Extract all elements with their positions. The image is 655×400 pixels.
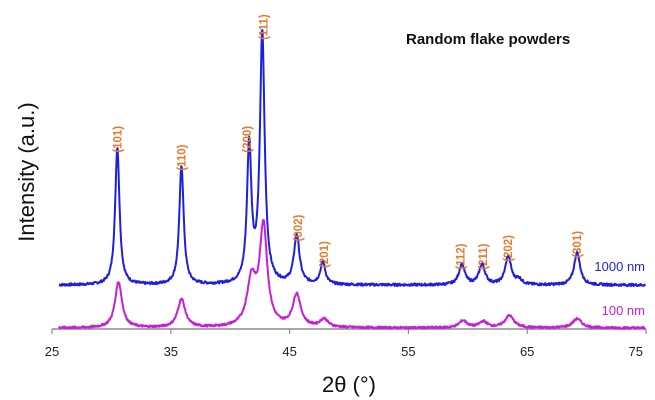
- series-label-1000-nm: 1000 nm: [594, 259, 645, 274]
- series-line-1000-nm: [58, 29, 647, 288]
- x-tick-label: 65: [520, 344, 534, 359]
- x-tick-label: 25: [45, 344, 59, 359]
- peak-label: (211): [478, 243, 490, 269]
- peak-label: (112): [456, 243, 468, 269]
- peak-label: (301): [572, 231, 584, 258]
- y-axis-title: Intensity (a.u.): [14, 102, 39, 241]
- peak-labels: (101) (110) (200) (111) (002) (201) (112) (211)…: [112, 14, 584, 270]
- series-group: [58, 29, 647, 330]
- x-tick-label: 75: [629, 344, 643, 359]
- peak-label: (111): [258, 14, 270, 40]
- peak-label: (110): [176, 144, 188, 170]
- peak-label: (101): [112, 126, 124, 153]
- x-tick-label: 45: [282, 344, 296, 359]
- x-ticks: 25 35 45 55 65 75: [45, 329, 647, 359]
- peak-label: (002): [293, 214, 305, 241]
- x-axis-title: 2θ (°): [322, 372, 376, 397]
- series-line-100-nm: [58, 219, 647, 330]
- series-label-100-nm: 100 nm: [602, 303, 645, 318]
- peak-label: (201): [319, 241, 331, 268]
- x-tick-label: 35: [164, 344, 178, 359]
- chart-title: Random flake powders: [406, 31, 570, 48]
- peak-label: (202): [503, 235, 515, 262]
- series-labels: 1000 nm 100 nm: [594, 259, 645, 318]
- x-tick-label: 55: [401, 344, 415, 359]
- peak-label: (200): [242, 126, 254, 153]
